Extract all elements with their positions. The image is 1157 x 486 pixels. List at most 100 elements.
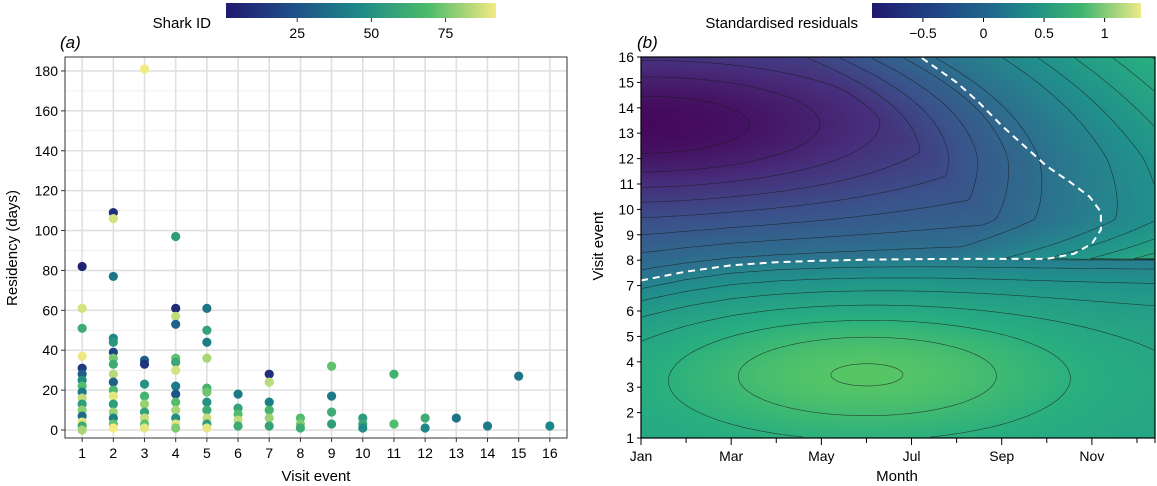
- x-tick-label-a: 13: [449, 445, 465, 461]
- data-point: [389, 419, 399, 429]
- data-point: [264, 413, 274, 423]
- contour-line: [641, 57, 1155, 301]
- data-point: [389, 369, 399, 379]
- y-tick-label-b: 8: [626, 252, 634, 268]
- data-point: [420, 413, 430, 423]
- panel-a-label: (a): [60, 33, 81, 52]
- data-point: [171, 357, 181, 367]
- y-tick-label-a: 120: [35, 183, 59, 199]
- data-point: [295, 423, 306, 433]
- data-point: [326, 391, 337, 401]
- data-point: [108, 399, 118, 409]
- contour-line: [738, 336, 997, 416]
- x-tick-label-a: 16: [542, 445, 558, 461]
- data-point: [233, 421, 243, 431]
- data-point: [326, 361, 337, 371]
- y-tick-label-b: 7: [626, 278, 634, 294]
- data-point: [451, 413, 461, 423]
- data-point: [264, 397, 274, 407]
- x-tick-label-a: 5: [203, 445, 211, 461]
- data-point: [514, 371, 524, 381]
- data-point: [202, 397, 212, 407]
- y-tick-label-a: 40: [42, 342, 58, 358]
- data-point: [171, 389, 181, 399]
- y-tick-label-a: 60: [42, 302, 58, 318]
- y-tick-label-a: 180: [35, 63, 59, 79]
- y-tick-label-b: 1: [626, 430, 634, 446]
- y-tick-label-b: 12: [618, 151, 634, 167]
- data-point: [202, 405, 212, 415]
- data-point: [202, 387, 212, 397]
- data-point: [202, 353, 212, 363]
- data-point: [171, 423, 181, 433]
- data-point: [108, 337, 118, 347]
- data-point: [326, 419, 337, 429]
- x-tick-label-a: 2: [109, 445, 117, 461]
- contour-line: [641, 76, 821, 173]
- contour-line: [641, 57, 1154, 289]
- x-axis-title-b: Month: [876, 468, 918, 485]
- x-tick-label-a: 15: [511, 445, 527, 461]
- data-point: [108, 271, 118, 282]
- data-point: [420, 423, 430, 433]
- x-tick-label-b: Nov: [1079, 448, 1104, 464]
- y-tick-label-b: 3: [626, 379, 634, 395]
- data-point: [108, 423, 118, 433]
- data-point: [108, 213, 118, 224]
- shark-id-colorbar-gradient: [226, 3, 496, 18]
- contour-line: [642, 57, 921, 203]
- data-point: [482, 421, 493, 431]
- y-tick-label-b: 14: [618, 100, 634, 116]
- data-point: [326, 407, 337, 417]
- x-axis-title-a: Visit event: [282, 468, 352, 485]
- scatter-plot-area: [64, 56, 568, 439]
- x-tick-label-b: Jan: [630, 448, 653, 464]
- shark-id-colorbar-tick: 25: [289, 25, 305, 41]
- residuals-colorbar: Standardised residuals −0.5 0 0.5 1: [705, 3, 1141, 41]
- contour-line: [642, 60, 881, 188]
- shark-id-colorbar: Shark ID 25 50 75: [153, 3, 496, 41]
- data-point: [139, 379, 150, 389]
- residuals-colorbar-tick: −0.5: [909, 25, 937, 41]
- data-point: [171, 319, 181, 329]
- y-axis-title-a: Residency (days): [4, 190, 21, 306]
- contour-line: [641, 57, 1155, 318]
- x-tick-label-a: 7: [265, 445, 273, 461]
- contour-line: [668, 57, 1155, 438]
- data-point: [264, 377, 274, 387]
- data-point: [264, 369, 274, 379]
- residuals-colorbar-tick: 1: [1101, 25, 1109, 41]
- y-tick-label-a: 140: [35, 143, 59, 159]
- data-point: [264, 405, 274, 415]
- data-point: [171, 405, 181, 415]
- shark-id-colorbar-tick: 50: [364, 25, 380, 41]
- y-tick-label-b: 13: [618, 125, 634, 141]
- data-point: [171, 365, 181, 375]
- y-tick-label-b: 10: [618, 201, 634, 217]
- data-point: [108, 391, 118, 401]
- data-point: [171, 397, 181, 407]
- data-point: [171, 231, 181, 242]
- data-point: [77, 261, 87, 272]
- zero-residual-contour: [641, 57, 1102, 282]
- data-point: [108, 369, 118, 379]
- data-point: [139, 391, 150, 401]
- data-point: [202, 303, 212, 313]
- x-tick-label-a: 9: [328, 445, 336, 461]
- y-tick-label-a: 80: [42, 262, 58, 278]
- y-tick-label-b: 6: [626, 303, 634, 319]
- x-tick-label-a: 1: [78, 445, 86, 461]
- y-axis-title-b: Visit event: [590, 211, 607, 281]
- y-tick-label-b: 11: [619, 176, 634, 192]
- y-tick-label-a: 100: [35, 223, 59, 239]
- x-tick-label-a: 3: [141, 445, 149, 461]
- x-tick-label-b: Mar: [719, 448, 743, 464]
- data-point: [77, 425, 87, 435]
- data-point: [108, 377, 118, 387]
- data-point: [139, 64, 150, 74]
- data-point: [77, 351, 87, 361]
- residuals-colorbar-tick: 0: [980, 25, 988, 41]
- x-tick-label-a: 14: [480, 445, 496, 461]
- contour-line: [641, 57, 1043, 270]
